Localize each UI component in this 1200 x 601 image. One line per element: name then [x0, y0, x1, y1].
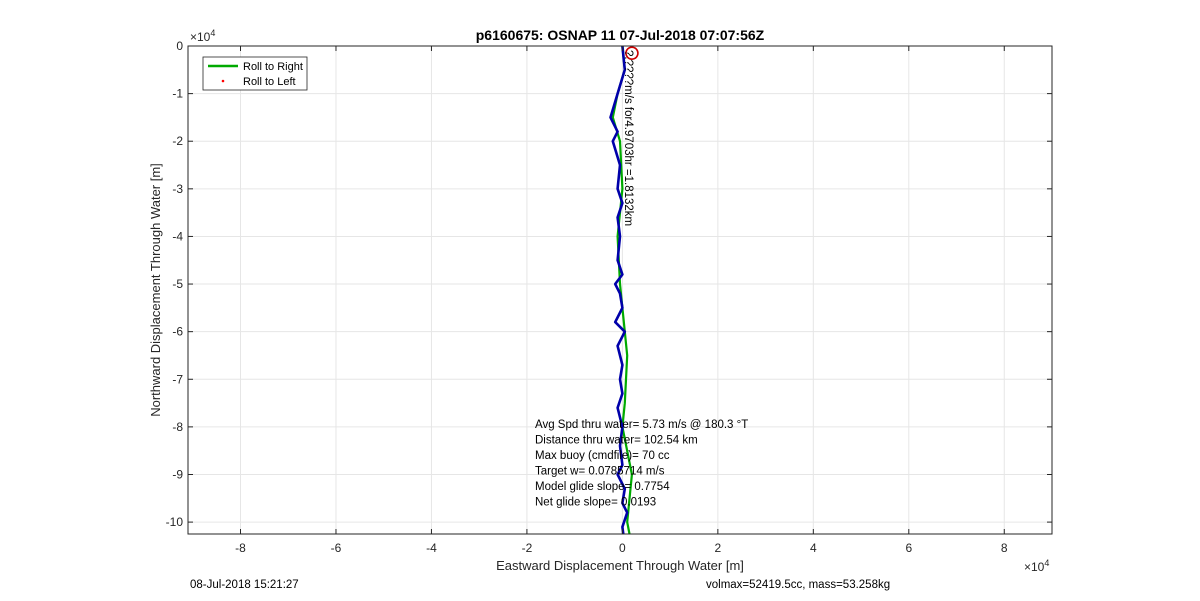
ticks: -8 -6 -4 -2 0 2 4 6 8 0 -1 -2 -3 -4 -5 -6 -7 -8 -9 -10	[166, 39, 1052, 555]
y-tick-label: -1	[172, 87, 183, 101]
x-tick-label: -4	[426, 541, 437, 555]
legend-swatch-roll-left	[221, 79, 225, 83]
y-tick-label: -4	[172, 229, 183, 243]
y-tick-label: -5	[172, 277, 183, 291]
speed-annotation: ?.????m/s for4.9703hr =1.8132km	[622, 50, 634, 226]
x-tick-label: 4	[810, 541, 817, 555]
series-layer	[609, 45, 639, 535]
x-tick-label: -8	[235, 541, 246, 555]
stats-line: Model glide slope= 0.7754	[535, 481, 670, 493]
y-tick-label: -9	[172, 467, 183, 481]
series-line-2	[609, 45, 629, 535]
legend-label-roll-right: Roll to Right	[243, 61, 303, 73]
axes-box	[187, 45, 1053, 535]
legend-label-roll-left: Roll to Left	[243, 76, 296, 88]
chart-title: p6160675: OSNAP 11 07-Jul-2018 07:07:56Z	[476, 27, 765, 43]
stats-line: Distance thru water= 102.54 km	[535, 435, 698, 447]
y-tick-label: -7	[172, 372, 183, 386]
x-tick-label: 6	[905, 541, 912, 555]
x-tick-label: 0	[619, 541, 626, 555]
y-exponent-label: ×104	[190, 28, 215, 44]
x-tick-label: -2	[522, 541, 533, 555]
x-tick-label: 2	[715, 541, 722, 555]
y-tick-label: -10	[166, 515, 184, 529]
x-exponent-label: ×104	[1024, 558, 1049, 574]
y-tick-label: 0	[176, 39, 183, 53]
x-tick-label: 8	[1001, 541, 1008, 555]
footer-timestamp: 08-Jul-2018 15:21:27	[190, 579, 299, 591]
footer-volmax-mass: volmax=52419.5cc, mass=53.258kg	[706, 579, 890, 591]
x-exponent-power: 4	[1044, 558, 1049, 568]
y-axis-label: Northward Displacement Through Water [m]	[148, 163, 163, 417]
y-tick-label: -3	[172, 182, 183, 196]
y-tick-label: -6	[172, 325, 183, 339]
stats-line: Avg Spd thru water= 5.73 m/s @ 180.3 °T	[535, 419, 748, 431]
stats-annotation: Avg Spd thru water= 5.73 m/s @ 180.3 °T D…	[535, 419, 748, 509]
stats-line: Target w= 0.0785714 m/s	[535, 466, 665, 478]
y-exponent-power: 4	[210, 28, 215, 38]
legend: Roll to Right Roll to Left	[202, 56, 308, 91]
stats-line: Net glide slope= 0.0193	[535, 497, 656, 509]
x-tick-label: -6	[331, 541, 342, 555]
legend-box	[202, 56, 308, 91]
stats-line: Max buoy (cmdfile)= 70 cc	[535, 450, 670, 462]
start-marker	[625, 46, 639, 60]
y-tick-label: -2	[172, 134, 183, 148]
x-axis-label: Eastward Displacement Through Water [m]	[496, 558, 744, 573]
y-tick-label: -8	[172, 420, 183, 434]
